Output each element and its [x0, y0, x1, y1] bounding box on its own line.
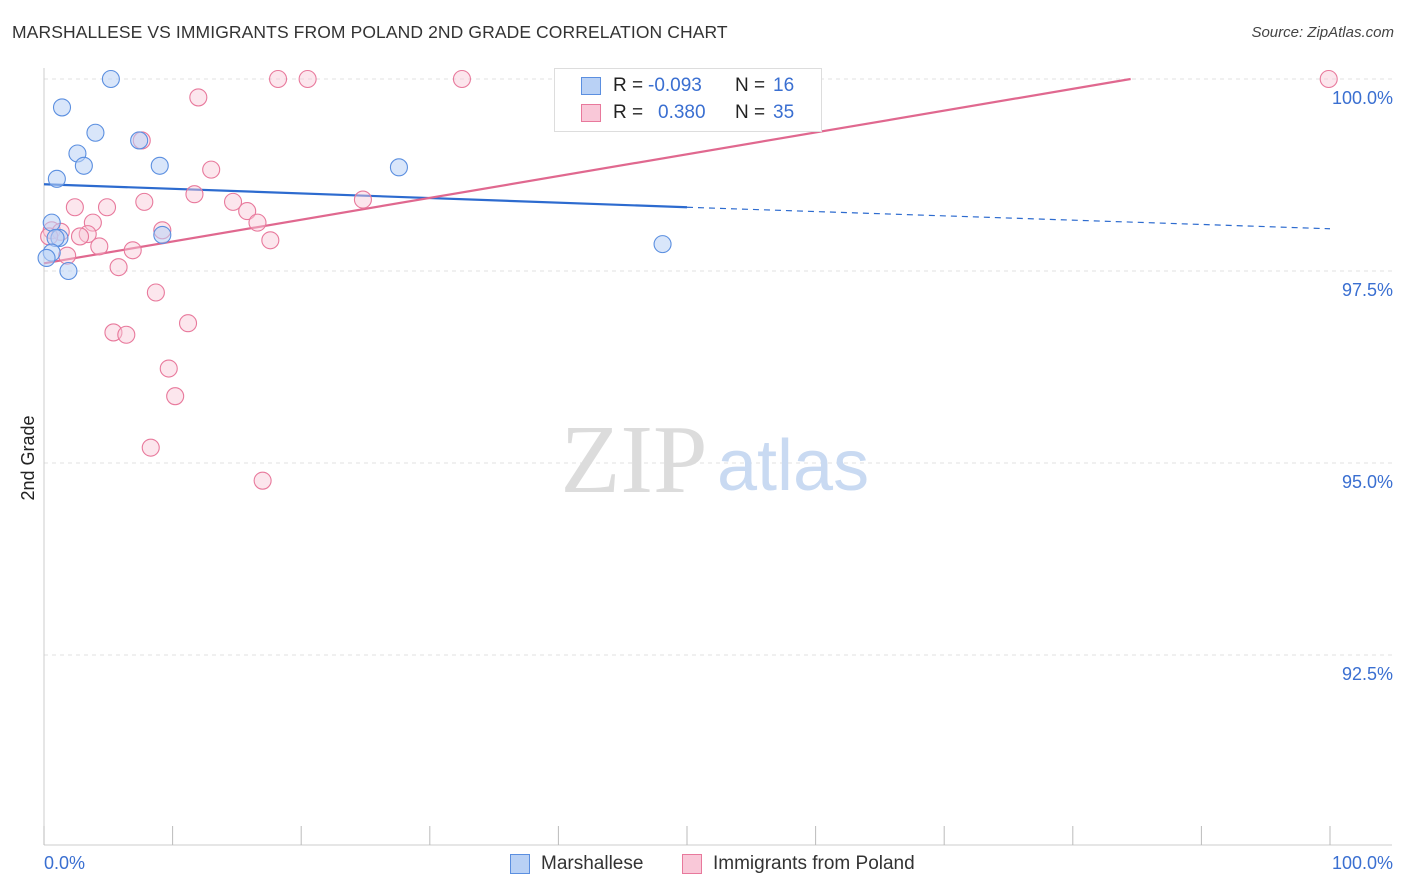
- legend-swatch-marshallese: [510, 854, 530, 874]
- point-poland: [185, 185, 204, 204]
- legend-r-label: R =: [613, 102, 644, 123]
- legend-row-poland: R = 0.380 N = 35: [555, 100, 821, 126]
- point-marshallese: [59, 261, 78, 281]
- point-poland: [238, 202, 257, 221]
- point-marshallese: [42, 213, 61, 232]
- axes: [43, 68, 1392, 846]
- y-tick-label: 100.0%: [1332, 88, 1393, 108]
- legend-r-value: -0.093: [648, 75, 702, 96]
- point-poland: [353, 190, 372, 209]
- source-label: Source: ZipAtlas.com: [1251, 24, 1394, 41]
- grid-lines: [44, 78, 1392, 656]
- watermark: ZIP atlas: [561, 406, 870, 514]
- y-tick-label: 97.5%: [1342, 280, 1393, 300]
- legend-n-label: N =: [735, 102, 766, 123]
- watermark-zip: ZIP: [561, 406, 708, 514]
- trend-lines: [43, 77, 1331, 265]
- point-marshallese: [101, 69, 120, 89]
- legend-row-marshallese: R = -0.093 N = 16: [555, 73, 821, 99]
- y-axis-label: 2nd Grade: [18, 415, 38, 500]
- legend-swatch-poland: [682, 854, 702, 874]
- point-poland: [189, 88, 208, 107]
- point-marshallese: [130, 131, 149, 150]
- y-tick-label: 92.5%: [1342, 664, 1393, 684]
- point-poland: [1319, 69, 1338, 89]
- point-poland: [166, 387, 185, 406]
- legend-r-value: 0.380: [658, 102, 706, 123]
- point-poland: [70, 227, 90, 246]
- point-poland: [178, 314, 198, 333]
- legend-swatch-marshallese: [581, 77, 601, 95]
- point-poland: [123, 241, 142, 260]
- point-poland: [58, 246, 77, 265]
- point-poland: [65, 198, 84, 217]
- point-poland: [202, 160, 221, 179]
- legend-swatch-poland: [581, 104, 601, 122]
- point-poland: [261, 231, 280, 250]
- point-poland: [90, 237, 109, 256]
- point-marshallese: [653, 235, 672, 254]
- point-poland: [83, 213, 102, 232]
- axis-labels: 100.0% 97.5% 95.0% 92.5% 0.0% 100.0%: [44, 88, 1393, 873]
- point-marshallese: [74, 156, 93, 175]
- point-poland: [135, 192, 154, 211]
- point-marshallese: [37, 248, 56, 267]
- point-marshallese: [47, 169, 66, 188]
- point-marshallese: [389, 158, 408, 177]
- trend-line-marshallese: [43, 183, 688, 209]
- point-poland: [117, 325, 136, 344]
- legend-label-poland: Immigrants from Poland: [713, 853, 915, 874]
- watermark-atlas: atlas: [717, 426, 869, 506]
- series-legend: Marshallese Immigrants from Poland: [0, 851, 1406, 877]
- trend-line-poland: [43, 77, 1131, 265]
- point-poland: [159, 359, 178, 378]
- legend-n-value: 35: [773, 102, 795, 123]
- point-poland: [248, 213, 267, 232]
- data-points: [37, 69, 1338, 490]
- trend-line-marshallese-extension: [686, 206, 1331, 230]
- chart-title: MARSHALLESE VS IMMIGRANTS FROM POLAND 2N…: [12, 22, 728, 42]
- point-marshallese: [153, 225, 172, 244]
- point-poland: [109, 258, 128, 277]
- point-poland: [141, 438, 160, 457]
- point-poland: [146, 283, 165, 302]
- point-marshallese: [86, 123, 105, 142]
- legend-n-label: N =: [735, 75, 766, 96]
- x-tick-label: 0.0%: [44, 853, 85, 873]
- legend-label-marshallese: Marshallese: [541, 853, 644, 874]
- point-poland: [269, 69, 288, 89]
- point-poland: [223, 192, 243, 211]
- correlation-legend: R = -0.093 N = 16 R = 0.380 N = 35: [554, 68, 822, 132]
- y-tick-label: 95.0%: [1342, 472, 1393, 492]
- point-poland: [97, 198, 117, 217]
- legend-r-label: R =: [613, 75, 644, 96]
- x-tick-label: 100.0%: [1332, 853, 1393, 873]
- legend-n-value: 16: [773, 75, 795, 96]
- point-marshallese: [150, 156, 169, 175]
- point-poland: [452, 69, 472, 89]
- point-poland: [253, 471, 272, 490]
- point-poland: [298, 69, 317, 89]
- point-marshallese: [52, 98, 72, 117]
